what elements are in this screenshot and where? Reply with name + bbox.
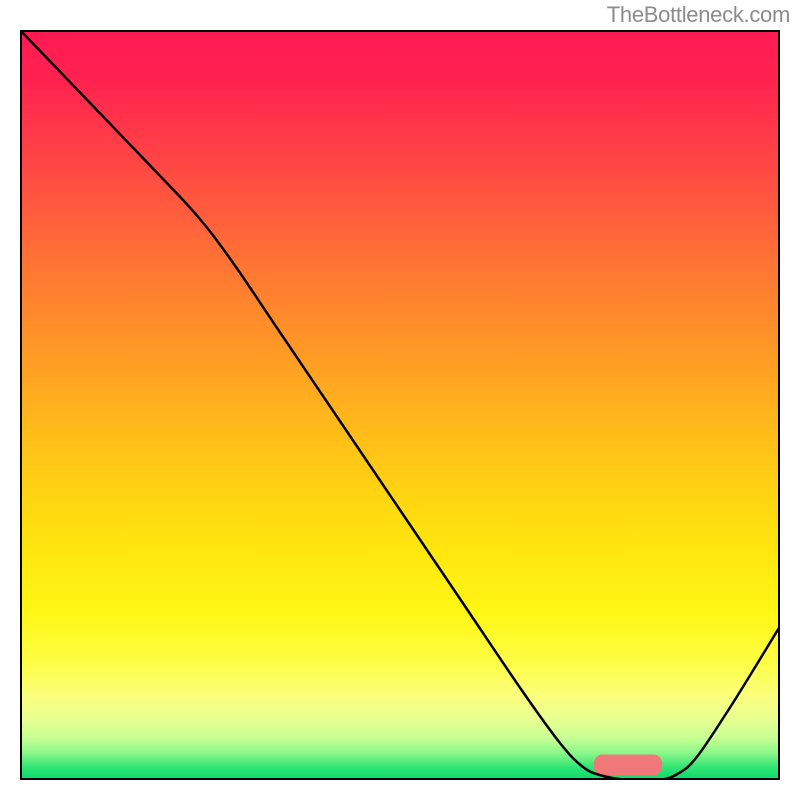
plot-area xyxy=(20,30,780,780)
bottleneck-chart xyxy=(20,30,780,780)
chart-background xyxy=(21,31,779,779)
optimal-marker xyxy=(594,755,662,776)
attribution-text: TheBottleneck.com xyxy=(607,2,790,28)
chart-container: { "attribution": "TheBottleneck.com", "c… xyxy=(0,0,800,800)
